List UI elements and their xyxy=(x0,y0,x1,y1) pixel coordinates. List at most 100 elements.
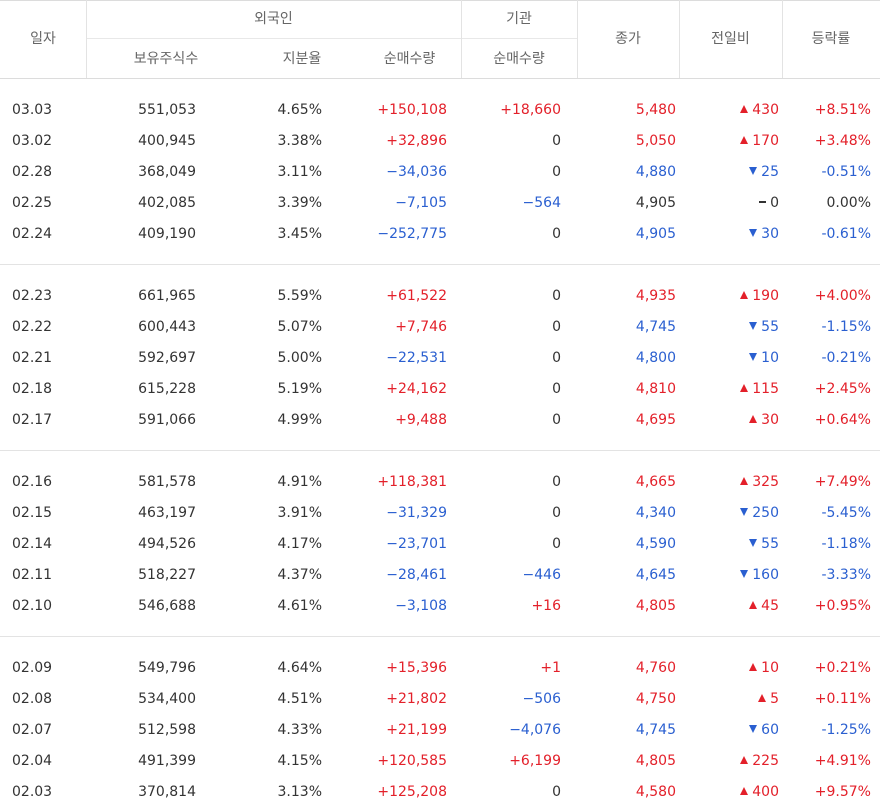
triangle-up-icon xyxy=(740,136,749,144)
table-row: 02.10 546,688 4.61% −3,108 +16 4,805 45 +0.95% xyxy=(0,591,880,622)
close-cell: 4,580 xyxy=(635,784,676,800)
table-row: 02.04 491,399 4.15% +120,585 +6,199 4,805 225 +… xyxy=(0,746,880,777)
holding-cell: 615,228 xyxy=(138,381,196,397)
group-separator xyxy=(0,449,880,451)
change-cell: 0 xyxy=(679,188,779,219)
change-value: 225 xyxy=(752,753,779,769)
triangle-up-icon xyxy=(749,663,758,671)
institution-net-cell: 0 xyxy=(552,350,561,366)
dash-icon xyxy=(759,201,767,203)
triangle-down-icon xyxy=(749,322,758,330)
rate-cell: -0.51% xyxy=(821,164,871,180)
change-cell: 10 xyxy=(679,653,779,684)
ratio-cell: 5.59% xyxy=(277,288,322,304)
table-row: 02.28 368,049 3.11% −34,036 0 4,880 25 -0.51% xyxy=(0,157,880,188)
change-value: 45 xyxy=(761,598,779,614)
rate-cell: +0.21% xyxy=(814,660,871,676)
close-cell: 4,760 xyxy=(635,660,676,676)
close-cell: 4,745 xyxy=(635,722,676,738)
table-row: 02.16 581,578 4.91% +118,381 0 4,665 325 +7.49% xyxy=(0,467,880,498)
table-row: 03.03 551,053 4.65% +150,108 +18,660 5,480 430… xyxy=(0,95,880,126)
institution-net-cell: 0 xyxy=(552,784,561,800)
table-row: 02.17 591,066 4.99% +9,488 0 4,695 30 +0.64% xyxy=(0,405,880,436)
holding-cell: 600,443 xyxy=(138,319,196,335)
table-row: 02.14 494,526 4.17% −23,701 0 4,590 55 -1.18% xyxy=(0,529,880,560)
change-cell: 30 xyxy=(679,219,779,250)
close-cell: 4,805 xyxy=(635,753,676,769)
holding-cell: 592,697 xyxy=(138,350,196,366)
ratio-cell: 4.15% xyxy=(277,753,322,769)
ratio-cell: 4.91% xyxy=(277,474,322,490)
rate-cell: 0.00% xyxy=(826,195,871,211)
rate-cell: -1.15% xyxy=(821,319,871,335)
table-row: 02.08 534,400 4.51% +21,802 −506 4,750 5 +0.11% xyxy=(0,684,880,715)
rate-cell: +4.00% xyxy=(814,288,871,304)
header-foreign: 외국인 xyxy=(254,11,293,27)
change-cell: 10 xyxy=(679,343,779,374)
rate-cell: -0.61% xyxy=(821,226,871,242)
change-cell: 160 xyxy=(679,560,779,591)
table-row: 02.03 370,814 3.13% +125,208 0 4,580 400 +9.57% xyxy=(0,777,880,808)
holding-cell: 494,526 xyxy=(138,536,196,552)
change-value: 250 xyxy=(752,505,779,521)
triangle-up-icon xyxy=(740,384,749,392)
triangle-up-icon xyxy=(740,477,749,485)
holding-cell: 581,578 xyxy=(138,474,196,490)
institution-net-cell: 0 xyxy=(552,505,561,521)
change-value: 30 xyxy=(761,412,779,428)
institution-net-cell: 0 xyxy=(552,226,561,242)
date-cell: 02.21 xyxy=(12,350,53,366)
foreign-net-cell: +118,381 xyxy=(377,474,447,490)
institution-net-cell: 0 xyxy=(552,164,561,180)
date-cell: 03.02 xyxy=(12,133,53,149)
rate-cell: -5.45% xyxy=(821,505,871,521)
change-value: 30 xyxy=(761,226,779,242)
foreign-net-cell: +150,108 xyxy=(377,102,447,118)
date-cell: 02.14 xyxy=(12,536,53,552)
change-cell: 45 xyxy=(679,591,779,622)
date-cell: 02.17 xyxy=(12,412,53,428)
table-row: 02.25 402,085 3.39% −7,105 −564 4,905 0 0.00% xyxy=(0,188,880,219)
ratio-cell: 3.45% xyxy=(277,226,322,242)
header-date: 일자 xyxy=(30,31,56,47)
header-divider xyxy=(679,0,680,78)
table-row: 02.07 512,598 4.33% +21,199 −4,076 4,745 60 -1.… xyxy=(0,715,880,746)
change-cell: 430 xyxy=(679,95,779,126)
triangle-up-icon xyxy=(740,756,749,764)
institution-net-cell: +1 xyxy=(540,660,561,676)
table-row: 02.24 409,190 3.45% −252,775 0 4,905 30 -0.61% xyxy=(0,219,880,250)
holding-cell: 512,598 xyxy=(138,722,196,738)
close-cell: 4,665 xyxy=(635,474,676,490)
holding-cell: 370,814 xyxy=(138,784,196,800)
rate-cell: -3.33% xyxy=(821,567,871,583)
change-cell: 55 xyxy=(679,529,779,560)
foreign-net-cell: −22,531 xyxy=(386,350,447,366)
change-value: 5 xyxy=(770,691,779,707)
close-cell: 5,480 xyxy=(635,102,676,118)
header-divider xyxy=(782,0,783,78)
change-value: 190 xyxy=(752,288,779,304)
date-cell: 02.07 xyxy=(12,722,53,738)
close-cell: 4,340 xyxy=(635,505,676,521)
date-cell: 02.28 xyxy=(12,164,53,180)
change-cell: 190 xyxy=(679,281,779,312)
header-divider xyxy=(461,0,462,78)
triangle-down-icon xyxy=(740,508,749,516)
ratio-cell: 4.65% xyxy=(277,102,322,118)
institution-net-cell: 0 xyxy=(552,474,561,490)
triangle-up-icon xyxy=(740,105,749,113)
date-cell: 02.08 xyxy=(12,691,53,707)
change-cell: 55 xyxy=(679,312,779,343)
foreign-net-cell: +61,522 xyxy=(386,288,447,304)
rate-cell: +9.57% xyxy=(814,784,871,800)
date-cell: 02.09 xyxy=(12,660,53,676)
triangle-down-icon xyxy=(749,229,758,237)
header-mid-border xyxy=(86,38,577,39)
header-rate: 등락률 xyxy=(811,31,851,47)
foreign-net-cell: +21,802 xyxy=(386,691,447,707)
table-row: 02.18 615,228 5.19% +24,162 0 4,810 115 +2.45% xyxy=(0,374,880,405)
triangle-down-icon xyxy=(749,167,758,175)
header-foreign-ratio: 지분율 xyxy=(282,51,322,67)
institution-net-cell: 0 xyxy=(552,381,561,397)
group-separator xyxy=(0,635,880,637)
